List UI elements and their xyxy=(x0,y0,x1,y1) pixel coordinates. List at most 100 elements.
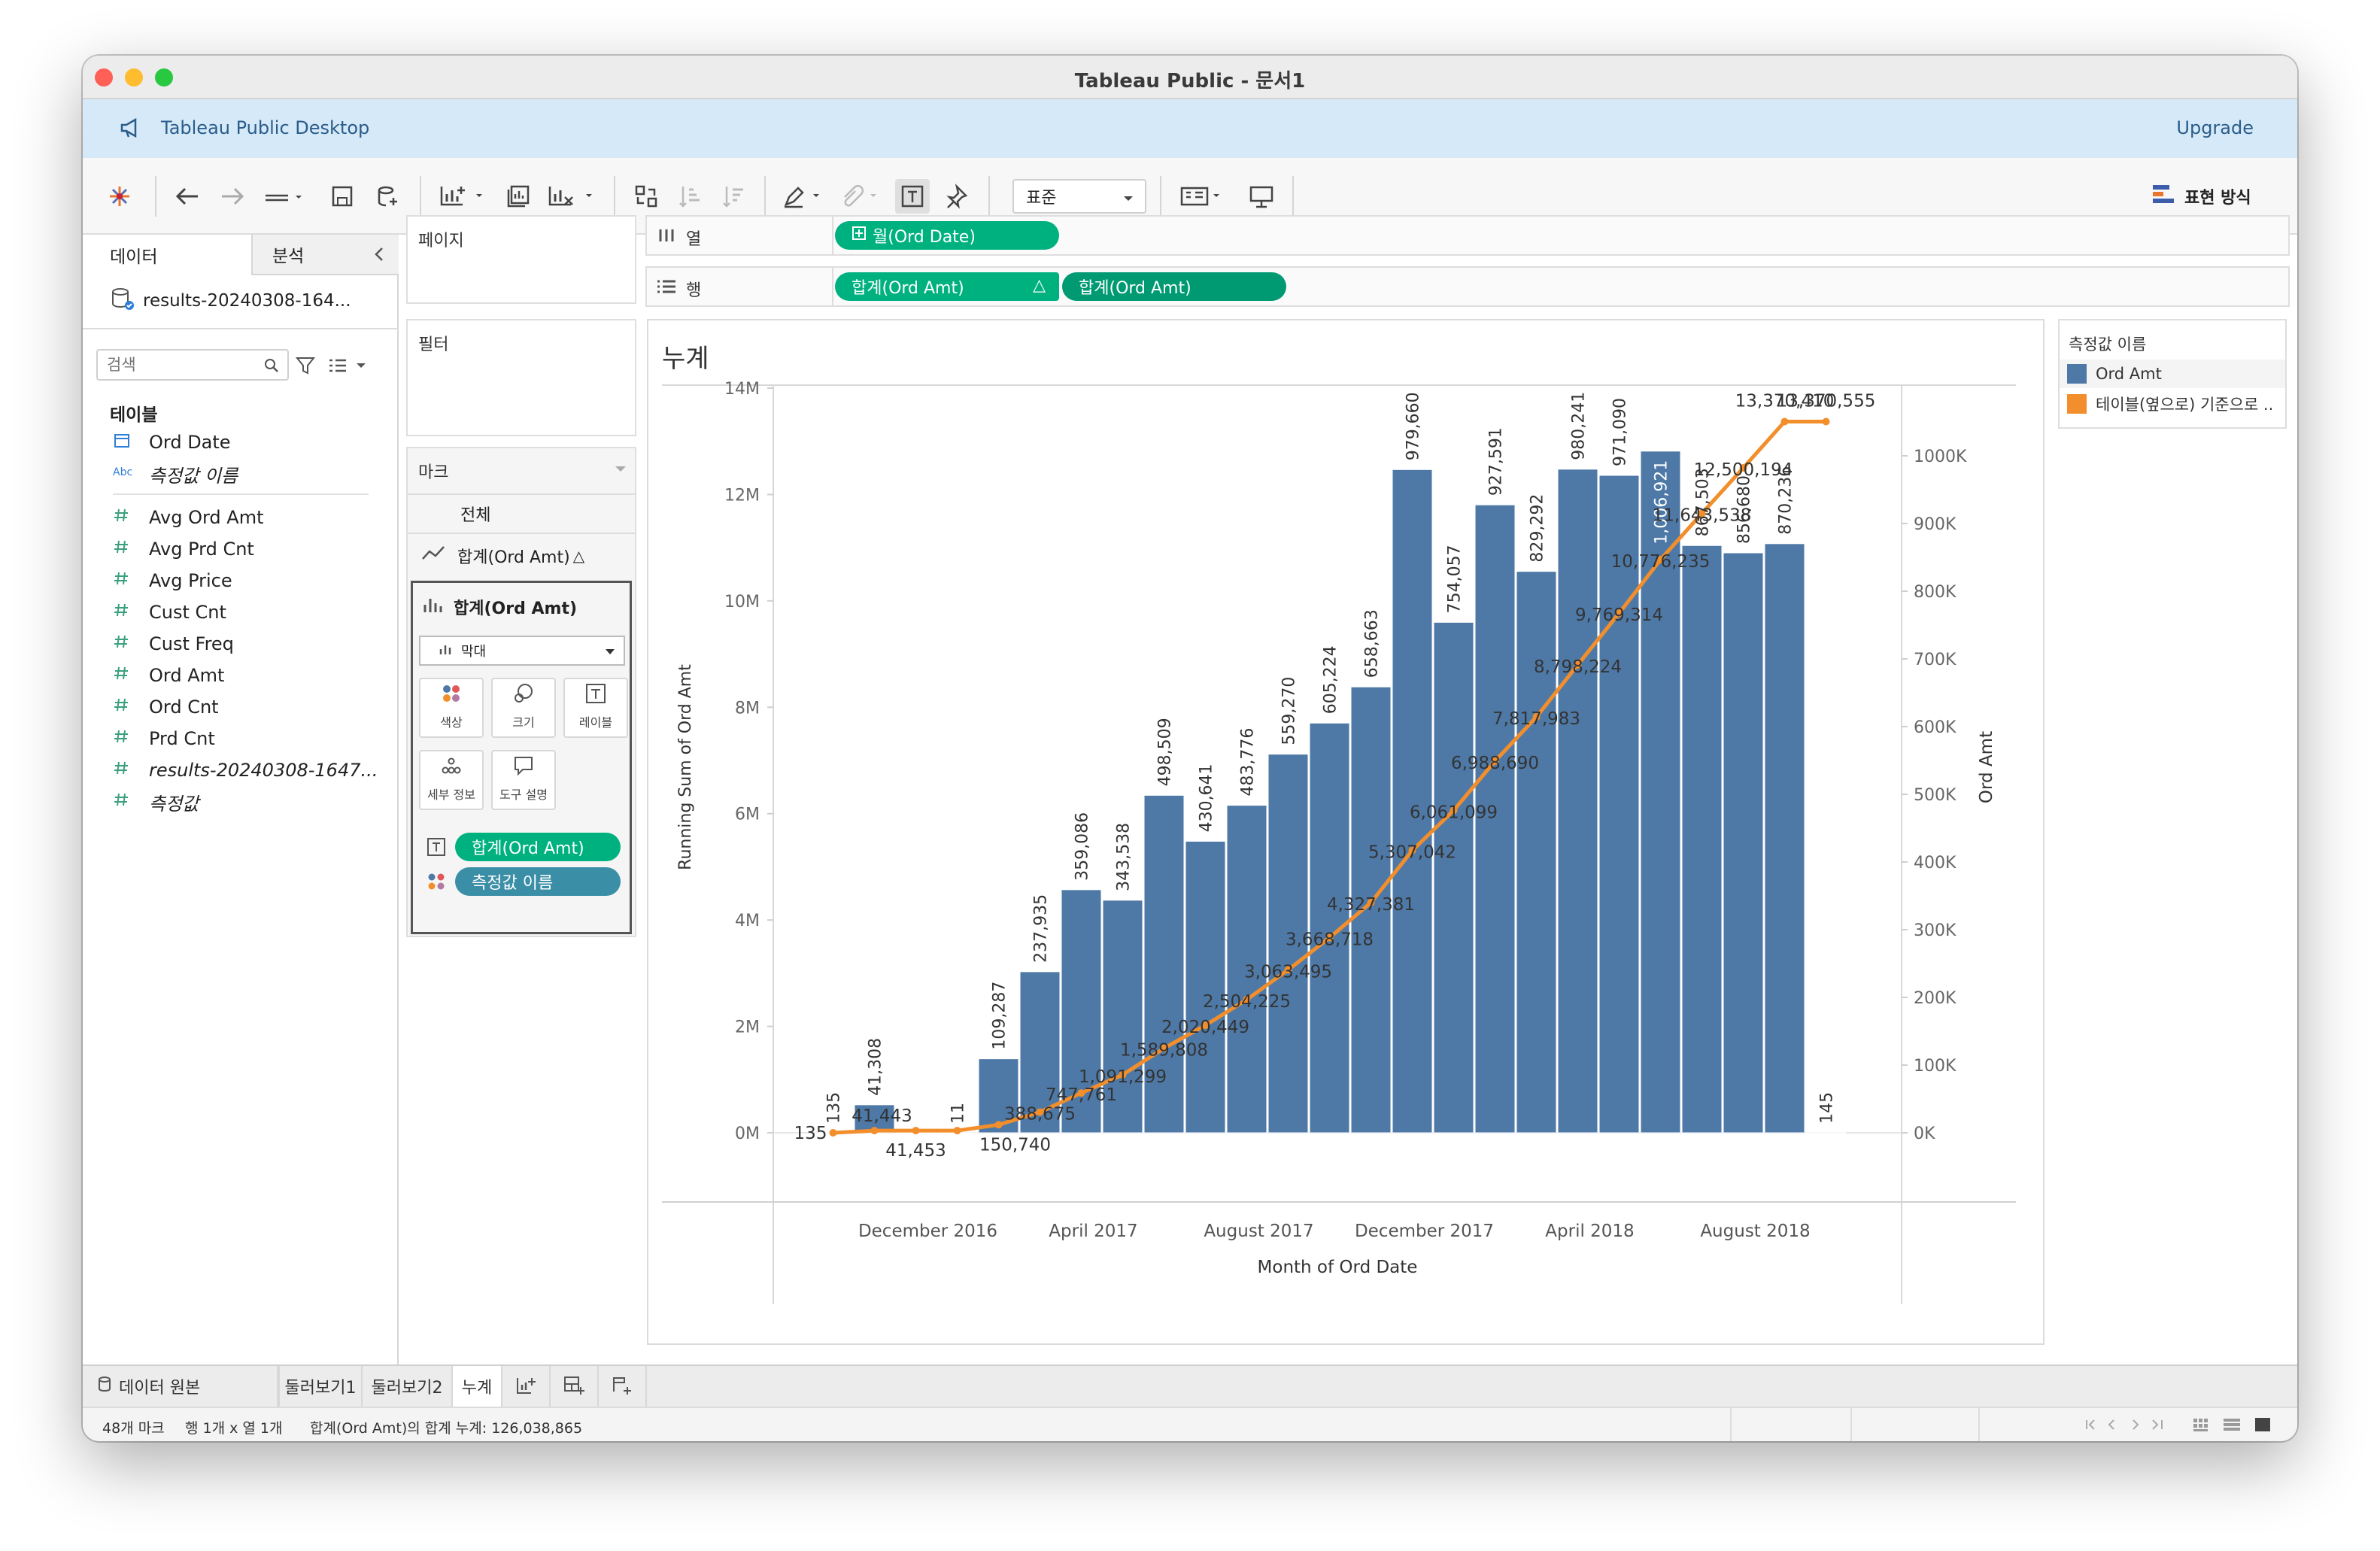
redo-menu-icon[interactable] xyxy=(260,179,310,214)
field-item[interactable]: Avg Price xyxy=(113,566,232,596)
collapse-chevron-icon[interactable] xyxy=(372,246,387,267)
columns-pill-text: 월(Ord Date) xyxy=(873,228,976,247)
line-value-label: 12,500,194 xyxy=(1694,460,1793,480)
running-sum-chart: 누계 0M 2M 4M 6M 8M 10M 12M 14M 0K 100K 200K 300K 400K… xyxy=(662,344,2016,1304)
highlight-icon[interactable] xyxy=(779,179,829,214)
presentation-mode-icon[interactable] xyxy=(1244,179,1279,214)
line-value-label: 3,668,718 xyxy=(1286,930,1374,950)
tab-data[interactable]: 데이터 xyxy=(83,235,251,275)
minimize-window-button[interactable] xyxy=(125,68,143,87)
color-button[interactable]: 색상 xyxy=(419,678,484,738)
fit-select[interactable]: 표준 xyxy=(1012,179,1146,214)
forward-arrow-icon[interactable] xyxy=(215,179,250,214)
sort-descending-icon[interactable] xyxy=(716,179,751,214)
y-right-tick-label: 300K xyxy=(1914,921,1957,940)
tab-sheet-1[interactable]: 둘러보기1 xyxy=(278,1366,363,1407)
label-button[interactable]: 레이블 xyxy=(563,678,628,738)
line-point xyxy=(1780,417,1789,426)
show-me-label: 표현 방식 xyxy=(2184,189,2251,208)
bar-value-label: 430,641 xyxy=(1198,763,1216,832)
bar-mark xyxy=(1557,469,1598,1134)
pin-icon[interactable] xyxy=(939,179,973,214)
upgrade-link[interactable]: Upgrade xyxy=(2176,117,2254,138)
data-pane: 데이터 분석 results-20240308-164... 테이블 xyxy=(83,235,399,1364)
y-right-tick-label: 800K xyxy=(1914,583,1957,602)
field-item[interactable]: Avg Prd Cnt xyxy=(113,534,254,564)
duplicate-sheet-icon[interactable] xyxy=(501,179,536,214)
marks-dropdown-icon[interactable] xyxy=(614,463,627,478)
new-dashboard-tab-icon[interactable] xyxy=(551,1366,599,1407)
show-labels-icon[interactable] xyxy=(895,179,930,214)
line-point xyxy=(1450,806,1458,815)
field-item[interactable]: Ord Amt xyxy=(113,660,224,691)
tooltip-button[interactable]: 도구 설명 xyxy=(491,750,556,810)
view-options-icon[interactable] xyxy=(328,355,373,379)
filter-funnel-icon[interactable] xyxy=(295,355,316,379)
hash-icon xyxy=(113,760,149,781)
group-paperclip-icon[interactable] xyxy=(836,179,886,214)
new-story-tab-icon[interactable] xyxy=(599,1366,647,1407)
size-button[interactable]: 크기 xyxy=(491,678,556,738)
x-tick-label: August 2018 xyxy=(1700,1222,1810,1241)
tab-analysis[interactable]: 분석 xyxy=(251,235,399,275)
field-item[interactable]: Ord Cnt xyxy=(113,692,219,722)
clear-sheet-icon[interactable] xyxy=(545,179,602,214)
legend-item-ord-amt[interactable]: Ord Amt xyxy=(2060,360,2285,388)
columns-shelf[interactable]: 열 월(Ord Date) xyxy=(645,215,2290,256)
field-item[interactable]: Cust Freq xyxy=(113,629,234,659)
color-field-pill-text: 측정값 이름 xyxy=(472,874,554,893)
legend-item-running[interactable]: 테이블(옆으로) 기준으로 .. xyxy=(2060,390,2285,418)
page-nav-icons[interactable] xyxy=(2084,1417,2174,1436)
field-item[interactable]: Prd Cnt xyxy=(113,724,215,754)
show-me-button[interactable]: 표현 방식 xyxy=(2151,179,2251,214)
datasource-item[interactable]: results-20240308-164... xyxy=(110,281,351,320)
tableau-logo-icon[interactable] xyxy=(102,179,137,214)
tab-sheet-3[interactable]: 누계 xyxy=(453,1366,502,1407)
marks-card-line[interactable]: 합계(Ord Amt) △ xyxy=(408,533,635,578)
status-sum: 합계(Ord Amt)의 합계 누계: 126,038,865 xyxy=(310,1420,583,1437)
rows-pill-2[interactable]: 합계(Ord Amt) xyxy=(1062,272,1286,301)
tab-datasource[interactable]: 데이터 원본 xyxy=(83,1366,278,1407)
rows-shelf[interactable]: 행 합계(Ord Amt) △ 합계(Ord Amt) xyxy=(645,266,2290,307)
legend-title: 측정값 이름 xyxy=(2069,335,2147,354)
new-datasource-icon[interactable] xyxy=(370,179,405,214)
rows-pill-1[interactable]: 합계(Ord Amt) △ xyxy=(835,272,1059,301)
marks-all-row[interactable]: 전체 xyxy=(408,493,635,533)
datasource-name: results-20240308-164... xyxy=(143,291,351,311)
section-title: 테이블 xyxy=(110,405,158,425)
zoom-window-button[interactable] xyxy=(155,68,173,87)
show-cards-icon[interactable] xyxy=(1176,179,1234,214)
columns-pill[interactable]: 월(Ord Date) xyxy=(835,221,1059,250)
field-item[interactable]: results-20240308-1647... xyxy=(113,755,378,785)
save-icon[interactable] xyxy=(325,179,360,214)
detail-button[interactable]: 세부 정보 xyxy=(419,750,484,810)
marks-card-bar[interactable]: 합계(Ord Amt) 막대 색상 크기 레이블 xyxy=(411,581,632,934)
y-left-tick-label: 14M xyxy=(724,380,760,399)
view-mode-icons[interactable] xyxy=(2192,1416,2275,1437)
y-right-tick-label: 500K xyxy=(1914,786,1957,805)
close-window-button[interactable] xyxy=(95,68,113,87)
pages-shelf[interactable]: 페이지 xyxy=(406,215,636,304)
sort-ascending-icon[interactable] xyxy=(672,179,707,214)
field-item[interactable]: Ord Date xyxy=(113,427,231,457)
field-item[interactable]: Avg Ord Amt xyxy=(113,502,263,533)
new-worksheet-tab-icon[interactable] xyxy=(502,1366,551,1407)
new-worksheet-icon[interactable] xyxy=(436,179,493,214)
line-point xyxy=(953,1127,961,1135)
calendar-icon xyxy=(113,431,149,454)
field-item[interactable]: Abc 측정값 이름 xyxy=(113,459,238,489)
field-search[interactable] xyxy=(96,349,289,381)
mark-type-select[interactable]: 막대 xyxy=(419,636,625,666)
swap-axes-icon[interactable] xyxy=(629,179,663,214)
label-field-pill[interactable]: 합계(Ord Amt) xyxy=(455,833,621,861)
field-item[interactable]: Cust Cnt xyxy=(113,597,226,627)
status-rows-cols: 행 1개 x 열 1개 xyxy=(185,1420,283,1437)
back-arrow-icon[interactable] xyxy=(170,179,205,214)
field-item[interactable]: 측정값 xyxy=(113,787,199,817)
bar-mark xyxy=(1433,621,1474,1134)
tab-sheet-2[interactable]: 둘러보기2 xyxy=(363,1366,453,1407)
color-field-pill[interactable]: 측정값 이름 xyxy=(455,867,621,896)
search-input[interactable] xyxy=(107,354,257,376)
filters-shelf[interactable]: 필터 xyxy=(406,319,636,436)
line-point xyxy=(1532,713,1541,721)
